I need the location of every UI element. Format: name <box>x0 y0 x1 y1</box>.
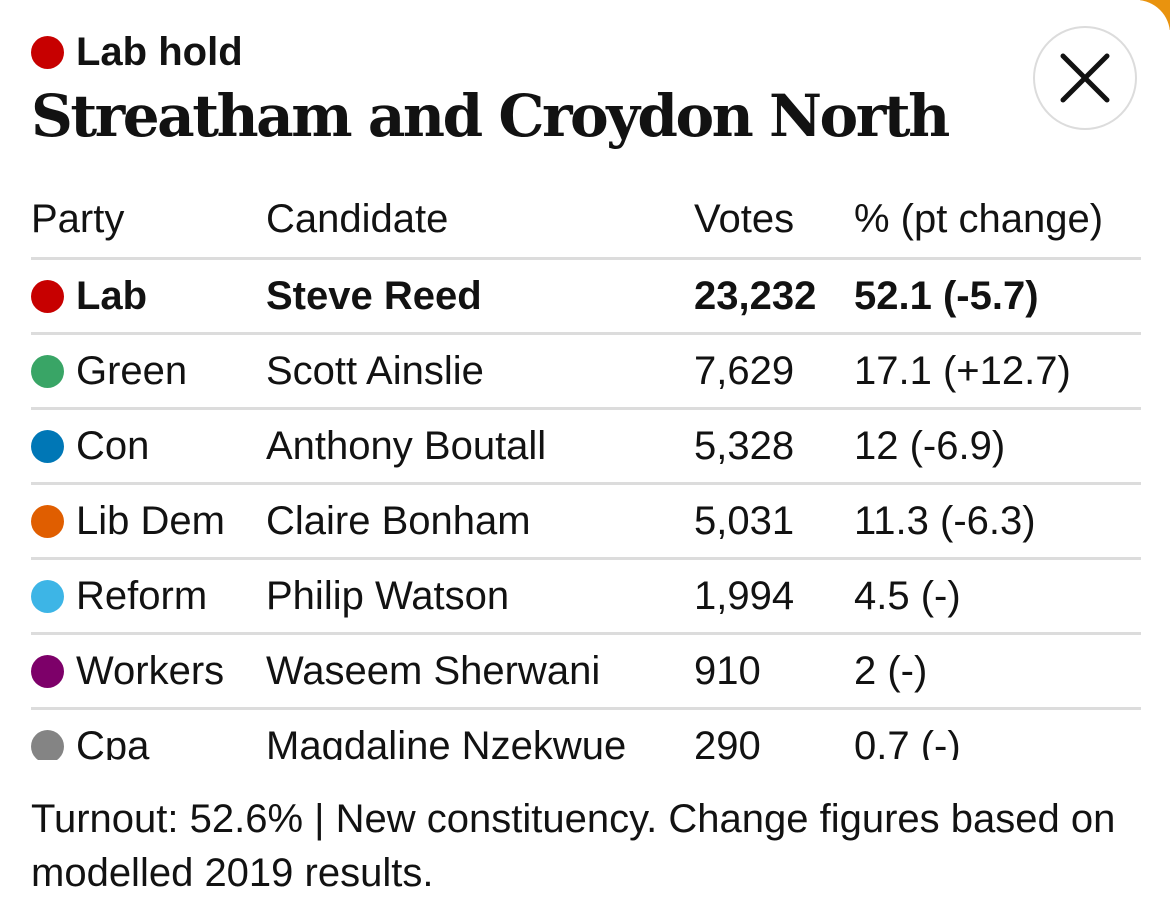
vote-share: 2 (-) <box>854 649 928 693</box>
candidate-name: Philip Watson <box>266 574 510 618</box>
party-name: Workers <box>76 649 225 693</box>
vote-share: 11.3 (-6.3) <box>854 499 1036 543</box>
party-cell: Lab <box>31 274 266 318</box>
party-name: Cpa <box>76 724 150 760</box>
column-header-percent: % (pt change) <box>854 196 1104 241</box>
party-color-dot <box>31 429 64 463</box>
table-row: Workers Waseem Sherwani 910 2 (-) <box>31 635 1141 710</box>
party-cell: Cpa <box>31 724 266 760</box>
close-icon <box>1060 53 1110 103</box>
column-header-votes: Votes <box>694 196 795 241</box>
party-cell: Con <box>31 424 266 468</box>
vote-count: 23,232 <box>694 274 817 318</box>
party-name: Green <box>76 349 188 393</box>
table-header: Party Candidate Votes % (pt change) <box>31 180 1141 260</box>
table-row: Green Scott Ainslie 7,629 17.1 (+12.7) <box>31 335 1141 410</box>
column-header-party: Party <box>31 196 125 241</box>
candidate-name: Steve Reed <box>266 274 482 318</box>
table-row: Cpa Magdaline Nzekwue 290 0.7 (-) <box>31 710 1141 760</box>
column-header-candidate: Candidate <box>266 196 449 241</box>
candidate-name: Magdaline Nzekwue <box>266 724 627 760</box>
status-label: Lab hold <box>76 30 243 74</box>
party-name: Con <box>76 424 150 468</box>
table-row: Reform Philip Watson 1,994 4.5 (-) <box>31 560 1141 635</box>
vote-share: 52.1 (-5.7) <box>854 274 1039 318</box>
close-button[interactable] <box>1033 26 1137 130</box>
vote-count: 7,629 <box>694 349 795 393</box>
party-color-dot <box>31 279 64 313</box>
vote-share: 0.7 (-) <box>854 724 961 760</box>
vote-share: 12 (-6.9) <box>854 424 1006 468</box>
party-cell: Reform <box>31 574 266 618</box>
party-color-dot <box>31 729 64 760</box>
vote-count: 290 <box>694 724 761 760</box>
party-name: Lab <box>76 274 148 318</box>
table-body: Lab Steve Reed 23,232 52.1 (-5.7) Green Scott… <box>31 260 1141 760</box>
table-row: Lib Dem Claire Bonham 5,031 11.3 (-6.3) <box>31 485 1141 560</box>
party-cell: Green <box>31 349 266 393</box>
table-row: Lab Steve Reed 23,232 52.1 (-5.7) <box>31 260 1141 335</box>
footnote: Turnout: 52.6% | New constituency. Chang… <box>31 797 1116 895</box>
vote-share: 4.5 (-) <box>854 574 961 618</box>
vote-count: 910 <box>694 649 761 693</box>
vote-count: 5,031 <box>694 499 795 543</box>
candidate-name: Waseem Sherwani <box>266 649 601 693</box>
party-color-dot <box>31 354 64 388</box>
party-name: Lib Dem <box>76 499 225 543</box>
party-color-dot <box>31 654 64 688</box>
candidate-name: Claire Bonham <box>266 499 531 543</box>
results-table: Party Candidate Votes % (pt change) Lab S… <box>31 180 1141 760</box>
party-name: Reform <box>76 574 208 618</box>
constituency-title: Streatham and Croydon North <box>31 82 950 150</box>
candidate-name: Anthony Boutall <box>266 424 547 468</box>
party-cell: Lib Dem <box>31 499 266 543</box>
party-color-dot <box>31 504 64 538</box>
result-status: Lab hold <box>31 30 243 74</box>
status-dot <box>31 35 64 69</box>
party-color-dot <box>31 579 64 613</box>
candidate-name: Scott Ainslie <box>266 349 484 393</box>
table-row: Con Anthony Boutall 5,328 12 (-6.9) <box>31 410 1141 485</box>
party-cell: Workers <box>31 649 266 693</box>
vote-share: 17.1 (+12.7) <box>854 349 1071 393</box>
vote-count: 5,328 <box>694 424 795 468</box>
vote-count: 1,994 <box>694 574 795 618</box>
